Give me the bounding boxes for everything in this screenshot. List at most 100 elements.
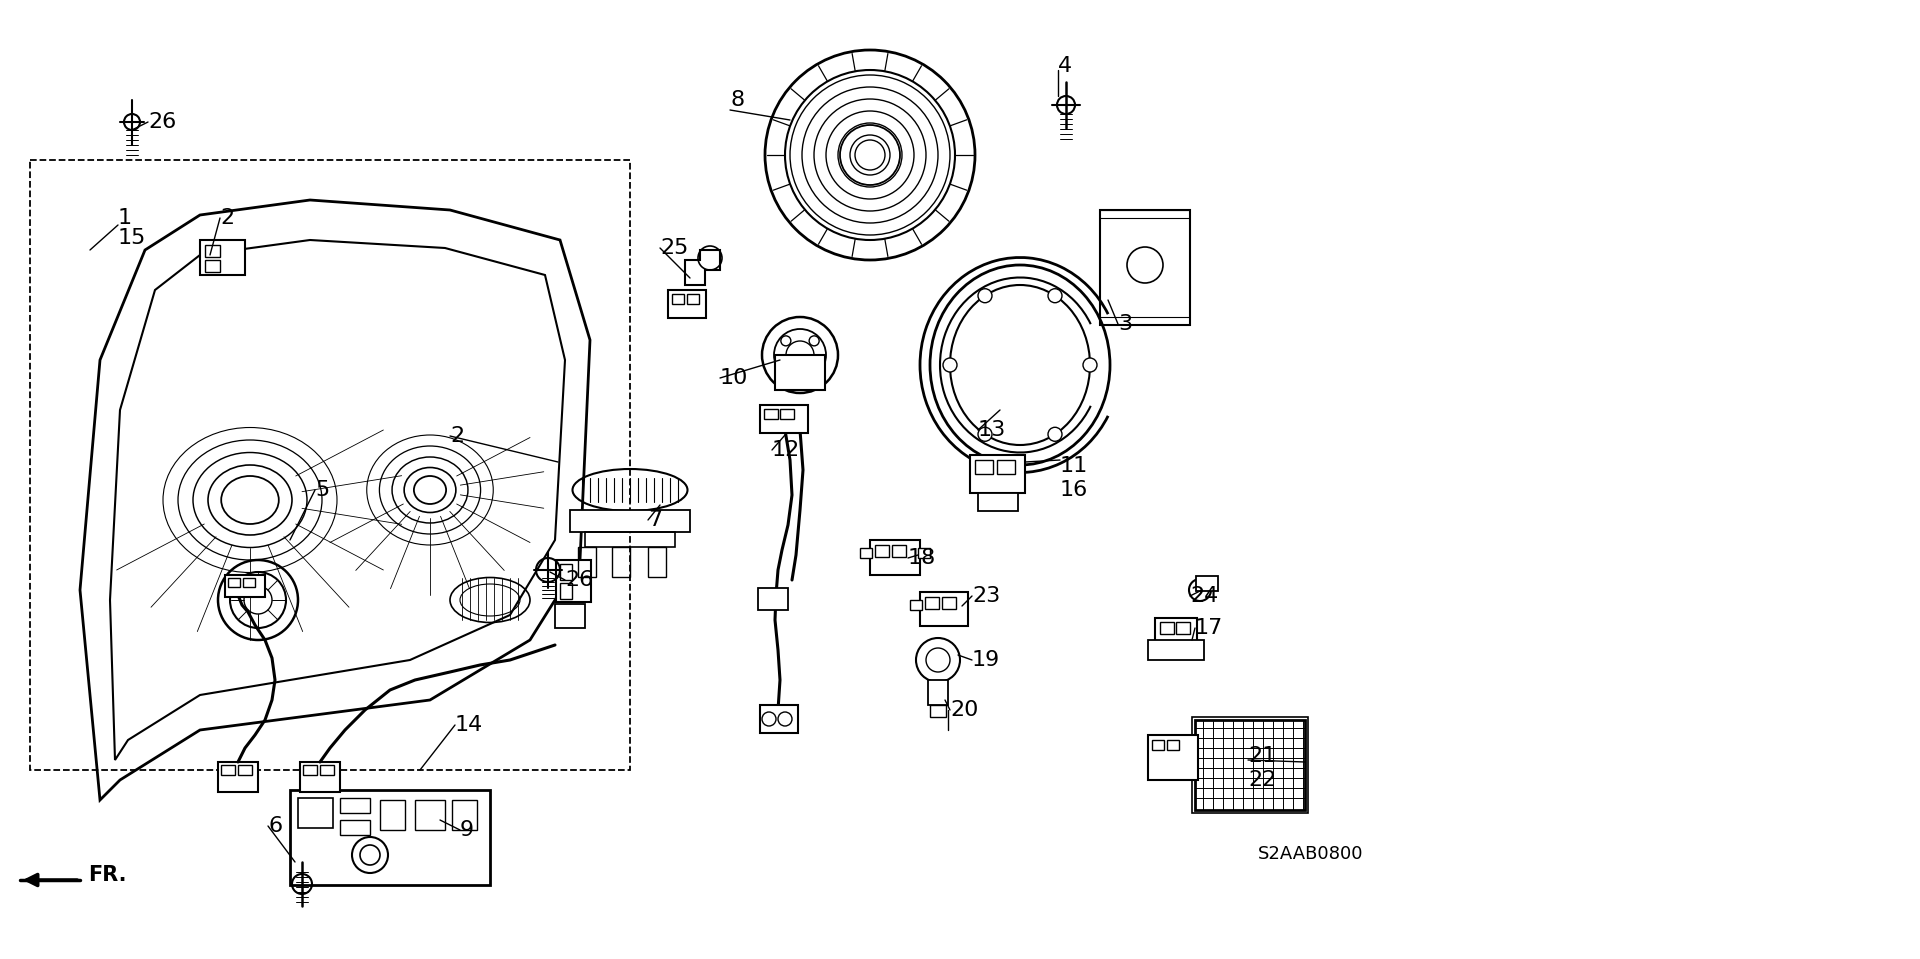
- Bar: [758, 588, 787, 610]
- Bar: [561, 564, 572, 580]
- Text: 2: 2: [449, 426, 465, 446]
- Bar: [1167, 740, 1179, 750]
- Text: 18: 18: [908, 548, 937, 568]
- Bar: [918, 548, 929, 558]
- Bar: [555, 604, 586, 628]
- Bar: [943, 597, 956, 609]
- Bar: [780, 409, 795, 419]
- Text: 12: 12: [772, 440, 801, 460]
- Bar: [221, 765, 234, 775]
- Bar: [975, 460, 993, 474]
- Bar: [298, 798, 332, 828]
- Bar: [612, 547, 630, 577]
- Bar: [290, 790, 490, 885]
- Bar: [929, 705, 947, 717]
- Bar: [31, 160, 630, 770]
- Text: 19: 19: [972, 650, 1000, 670]
- Circle shape: [1048, 289, 1062, 303]
- Text: 23: 23: [972, 586, 1000, 606]
- Bar: [205, 245, 221, 257]
- Bar: [561, 583, 572, 599]
- Bar: [1148, 640, 1204, 660]
- Bar: [340, 798, 371, 813]
- Bar: [760, 405, 808, 433]
- Text: 2: 2: [221, 208, 234, 228]
- Text: 15: 15: [117, 228, 146, 248]
- Bar: [340, 820, 371, 835]
- Bar: [570, 510, 689, 532]
- Bar: [927, 680, 948, 705]
- Bar: [893, 545, 906, 557]
- Text: 11: 11: [1060, 456, 1089, 476]
- Text: S2AAB0800: S2AAB0800: [1258, 845, 1363, 863]
- Bar: [860, 548, 872, 558]
- Text: 5: 5: [315, 480, 328, 500]
- Bar: [920, 592, 968, 626]
- Bar: [200, 240, 246, 275]
- Bar: [205, 260, 221, 272]
- Bar: [970, 455, 1025, 493]
- Bar: [219, 762, 257, 792]
- Bar: [925, 597, 939, 609]
- Bar: [303, 765, 317, 775]
- Bar: [321, 765, 334, 775]
- Bar: [876, 545, 889, 557]
- Bar: [1100, 210, 1190, 325]
- Text: 25: 25: [660, 238, 689, 258]
- Bar: [1152, 740, 1164, 750]
- Bar: [1192, 717, 1308, 813]
- Bar: [760, 705, 799, 733]
- Bar: [228, 578, 240, 587]
- Bar: [672, 294, 684, 304]
- Text: 20: 20: [950, 700, 979, 720]
- Bar: [776, 355, 826, 390]
- Text: 22: 22: [1248, 770, 1277, 790]
- Text: 4: 4: [1058, 56, 1071, 76]
- Bar: [870, 540, 920, 575]
- Text: 26: 26: [148, 112, 177, 132]
- Bar: [557, 560, 591, 602]
- Bar: [300, 762, 340, 792]
- Circle shape: [1083, 358, 1096, 372]
- Circle shape: [351, 837, 388, 873]
- Bar: [225, 575, 265, 597]
- Bar: [764, 409, 778, 419]
- Bar: [238, 765, 252, 775]
- Text: 16: 16: [1060, 480, 1089, 500]
- Bar: [1194, 720, 1306, 810]
- Circle shape: [1048, 428, 1062, 441]
- Bar: [244, 578, 255, 587]
- Bar: [1160, 622, 1173, 634]
- Bar: [977, 493, 1018, 511]
- Circle shape: [943, 358, 956, 372]
- Bar: [996, 460, 1016, 474]
- Text: 10: 10: [720, 368, 749, 388]
- Text: 9: 9: [461, 820, 474, 840]
- Bar: [380, 800, 405, 830]
- Circle shape: [977, 289, 993, 303]
- Text: 24: 24: [1190, 586, 1219, 606]
- Text: 6: 6: [269, 816, 282, 836]
- Bar: [1156, 618, 1196, 653]
- Text: 17: 17: [1194, 618, 1223, 638]
- Bar: [649, 547, 666, 577]
- Bar: [668, 290, 707, 318]
- Bar: [1196, 576, 1217, 591]
- Text: 1: 1: [117, 208, 132, 228]
- Bar: [910, 600, 922, 610]
- Bar: [1175, 622, 1190, 634]
- Text: 8: 8: [730, 90, 745, 110]
- Bar: [415, 800, 445, 830]
- Circle shape: [977, 428, 993, 441]
- Text: 7: 7: [649, 510, 662, 530]
- Polygon shape: [685, 250, 720, 285]
- Text: 13: 13: [977, 420, 1006, 440]
- Bar: [451, 800, 476, 830]
- Text: 3: 3: [1117, 314, 1133, 334]
- Text: 26: 26: [564, 570, 593, 590]
- Bar: [586, 532, 676, 547]
- Text: FR.: FR.: [88, 865, 127, 885]
- Bar: [1148, 735, 1198, 780]
- Text: 21: 21: [1248, 746, 1277, 766]
- Text: 14: 14: [455, 715, 484, 735]
